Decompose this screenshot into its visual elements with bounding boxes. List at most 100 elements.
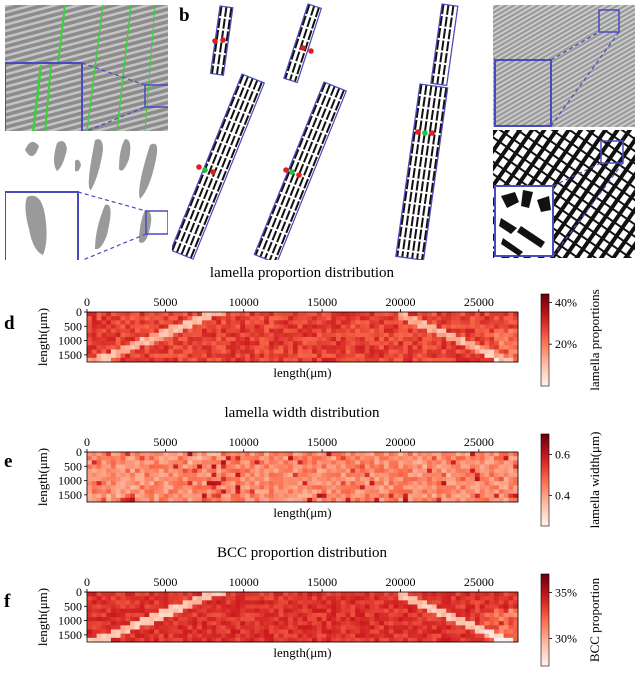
heatmap-cell xyxy=(503,468,509,474)
heatmap-cell xyxy=(182,629,188,635)
heatmap-cell xyxy=(484,341,490,346)
heatmap-cell xyxy=(245,621,251,626)
heatmap-cell xyxy=(340,456,346,461)
heatmap-cell xyxy=(412,604,418,610)
heatmap-cell xyxy=(465,621,471,626)
heatmap-cell xyxy=(134,604,141,610)
heatmap-cell xyxy=(474,324,481,330)
heatmap-cell xyxy=(326,468,332,474)
heatmap-cell xyxy=(388,337,394,342)
heatmap-cell xyxy=(259,349,265,355)
heatmap-cell xyxy=(513,633,519,639)
heatmap-cell xyxy=(192,456,198,461)
heatmap-cell xyxy=(417,592,423,597)
heatmap-cell xyxy=(321,464,327,470)
heatmap-cell xyxy=(455,637,461,643)
heatmap-cell xyxy=(154,316,160,321)
heatmap-cell xyxy=(417,464,423,470)
heatmap-cell xyxy=(230,612,236,618)
heatmap-cell xyxy=(489,493,495,499)
heatmap-cell xyxy=(230,328,236,334)
heatmap-cell xyxy=(388,485,394,490)
heatmap-cell xyxy=(369,621,375,626)
heatmap-cell xyxy=(441,452,447,457)
heatmap-cell xyxy=(403,464,409,470)
heatmap-cell xyxy=(427,337,433,342)
y-tick-label: 0 xyxy=(76,305,82,319)
heatmap-cell xyxy=(230,608,236,614)
heatmap-cell xyxy=(427,612,433,618)
heatmap-cell xyxy=(470,596,476,601)
heatmap-cell xyxy=(465,600,471,605)
heatmap-cell xyxy=(503,592,509,597)
heatmap-cell xyxy=(513,452,519,457)
heatmap-cell xyxy=(494,456,500,461)
heatmap-cell xyxy=(340,608,346,614)
heatmap-cell xyxy=(446,320,452,325)
heatmap-cell xyxy=(374,357,380,363)
heatmap-cell xyxy=(134,600,141,605)
heatmap-cell xyxy=(96,633,102,639)
heatmap-cell xyxy=(192,621,198,626)
heatmap-cell xyxy=(489,349,495,355)
heatmap-cell xyxy=(316,464,323,470)
heatmap-cell xyxy=(110,312,117,317)
heatmap-cell xyxy=(359,481,366,486)
heatmap-cell xyxy=(374,608,380,614)
heatmap-cell xyxy=(206,464,212,470)
heatmap-cell xyxy=(436,485,442,490)
heatmap-cell xyxy=(331,621,337,626)
heatmap-cell xyxy=(259,621,265,626)
heatmap-cell xyxy=(431,464,437,470)
heatmap-cell xyxy=(144,633,150,639)
heatmap-cell xyxy=(134,460,141,465)
heatmap-cell xyxy=(182,617,188,622)
heatmap-cell xyxy=(340,481,346,486)
heatmap-cell xyxy=(479,464,485,470)
heatmap-cell xyxy=(240,468,246,474)
heatmap-cell xyxy=(374,349,380,355)
heatmap-cell xyxy=(455,324,461,330)
heatmap-cell xyxy=(383,316,390,321)
heatmap-cell xyxy=(340,345,346,350)
heatmap-cell xyxy=(407,485,414,490)
heatmap-cell xyxy=(240,477,246,482)
heatmap-cell xyxy=(379,600,385,605)
heatmap-cell xyxy=(110,612,117,618)
heatmap-cell xyxy=(197,337,203,342)
heatmap-cell xyxy=(474,637,481,643)
heatmap-cell xyxy=(187,617,193,622)
heatmap-cell xyxy=(450,345,457,350)
heatmap-cell xyxy=(340,604,346,610)
heatmap-cell xyxy=(369,456,375,461)
heatmap-cell xyxy=(115,625,121,630)
heatmap-cell xyxy=(187,485,193,490)
heatmap-cell xyxy=(369,596,375,601)
heatmap-cell xyxy=(245,460,251,465)
heatmap-cell xyxy=(388,637,394,643)
heatmap-cell xyxy=(479,460,485,465)
heatmap-cell xyxy=(484,617,490,622)
heatmap-cell xyxy=(197,312,203,317)
heatmap-cell xyxy=(513,341,519,346)
heatmap-cell xyxy=(254,637,260,643)
heatmap-cell xyxy=(182,456,188,461)
heatmap-cell xyxy=(427,468,433,474)
heatmap-cell xyxy=(115,468,121,474)
heatmap-cell xyxy=(331,477,337,482)
heatmap-cell xyxy=(259,468,265,474)
heatmap-cell xyxy=(144,485,150,490)
heatmap-cell xyxy=(292,612,299,618)
heatmap-cell xyxy=(96,600,102,605)
heatmap-cell xyxy=(465,481,471,486)
heatmap-cell xyxy=(197,600,203,605)
heatmap-cell xyxy=(221,328,227,334)
heatmap-cell xyxy=(388,341,394,346)
heatmap-cell xyxy=(225,621,232,626)
heatmap-cell xyxy=(163,600,169,605)
heatmap-cell xyxy=(412,349,418,355)
heatmap-cell xyxy=(292,481,299,486)
heatmap-cell xyxy=(120,608,126,614)
heatmap-cell xyxy=(101,604,107,610)
heatmap-cell xyxy=(278,468,284,474)
